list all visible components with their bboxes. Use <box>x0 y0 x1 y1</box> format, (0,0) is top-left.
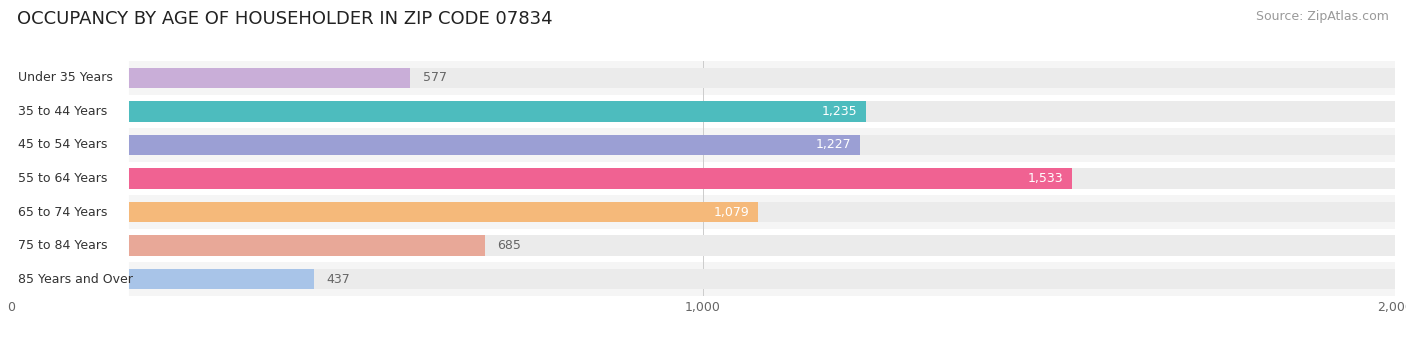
Bar <box>11 135 1395 155</box>
Bar <box>11 269 314 289</box>
Bar <box>11 195 1395 229</box>
Text: 55 to 64 Years: 55 to 64 Years <box>18 172 107 185</box>
Bar <box>11 269 1395 289</box>
Bar <box>11 68 411 88</box>
FancyBboxPatch shape <box>11 0 129 187</box>
Bar <box>11 202 1395 222</box>
Text: 1,227: 1,227 <box>815 138 852 152</box>
Bar <box>11 101 1395 122</box>
Text: 1,533: 1,533 <box>1028 172 1063 185</box>
Text: 1,079: 1,079 <box>714 205 749 219</box>
Bar <box>11 101 866 122</box>
Bar <box>11 61 1395 95</box>
FancyBboxPatch shape <box>11 70 129 287</box>
Bar <box>11 68 1395 88</box>
Text: 75 to 84 Years: 75 to 84 Years <box>18 239 108 252</box>
Text: OCCUPANCY BY AGE OF HOUSEHOLDER IN ZIP CODE 07834: OCCUPANCY BY AGE OF HOUSEHOLDER IN ZIP C… <box>17 10 553 28</box>
Text: 437: 437 <box>326 273 350 286</box>
Bar <box>11 262 1395 296</box>
Text: 85 Years and Over: 85 Years and Over <box>18 273 134 286</box>
Bar <box>11 168 1071 189</box>
Bar <box>11 135 860 155</box>
Bar <box>11 128 1395 162</box>
FancyBboxPatch shape <box>11 36 129 254</box>
Text: 45 to 54 Years: 45 to 54 Years <box>18 138 107 152</box>
Text: 35 to 44 Years: 35 to 44 Years <box>18 105 107 118</box>
Bar <box>11 229 1395 262</box>
Text: 65 to 74 Years: 65 to 74 Years <box>18 205 107 219</box>
FancyBboxPatch shape <box>11 3 129 220</box>
Text: Under 35 Years: Under 35 Years <box>18 71 112 84</box>
Text: 1,235: 1,235 <box>821 105 858 118</box>
FancyBboxPatch shape <box>11 103 129 321</box>
Bar <box>11 235 1395 256</box>
FancyBboxPatch shape <box>11 137 129 340</box>
FancyBboxPatch shape <box>11 170 129 340</box>
Bar <box>11 202 758 222</box>
Bar <box>11 95 1395 128</box>
Text: 577: 577 <box>423 71 447 84</box>
Text: Source: ZipAtlas.com: Source: ZipAtlas.com <box>1256 10 1389 23</box>
Bar <box>11 235 485 256</box>
Text: 685: 685 <box>498 239 522 252</box>
Bar <box>11 162 1395 195</box>
Bar <box>11 168 1395 189</box>
